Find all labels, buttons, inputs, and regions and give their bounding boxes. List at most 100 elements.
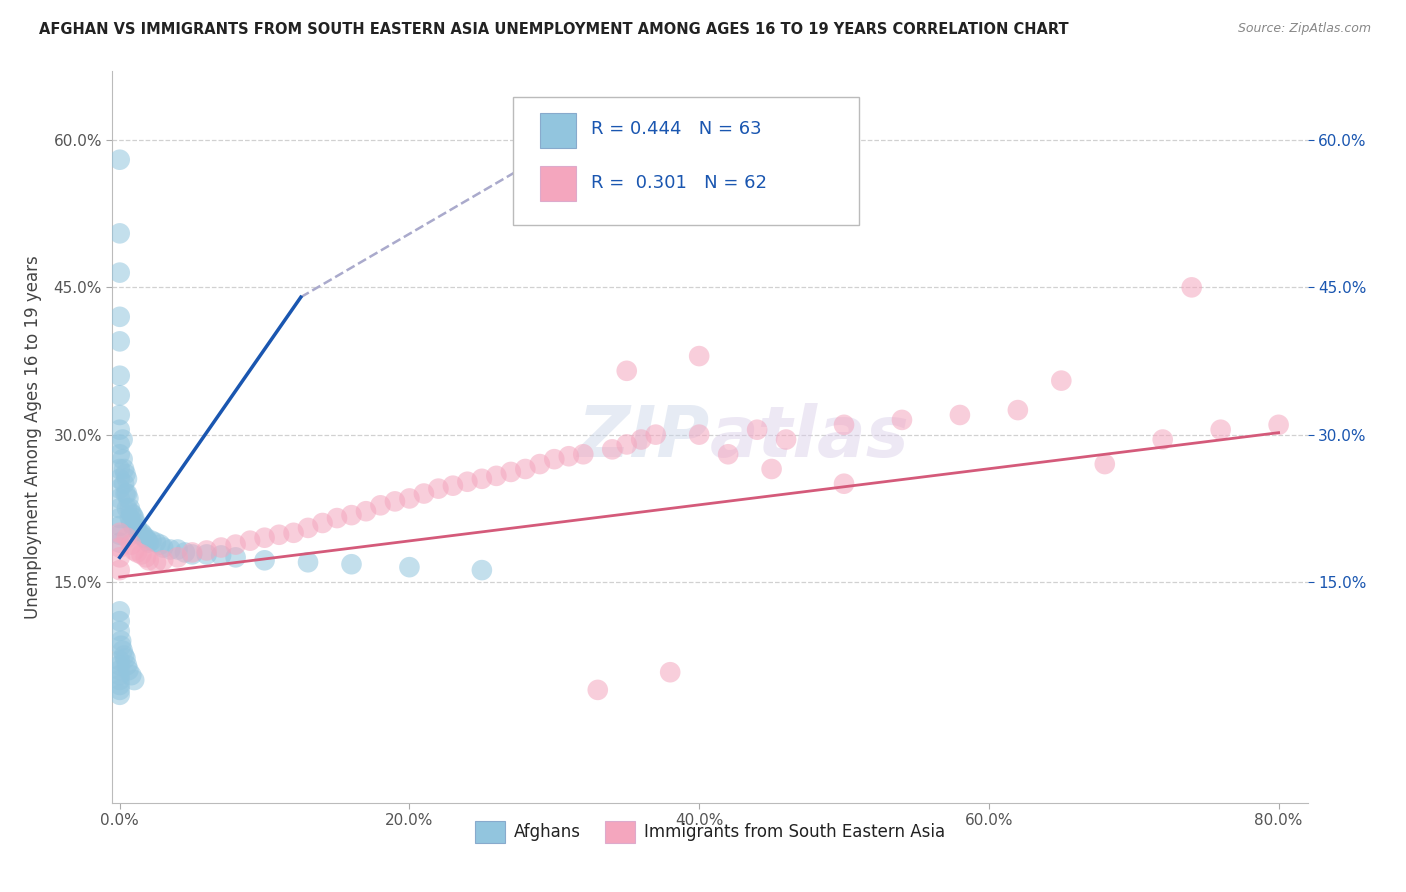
Text: R =  0.301   N = 62: R = 0.301 N = 62 (591, 174, 766, 192)
Point (111, 433, 134, 447)
Point (1267, 417, 1289, 432)
Point (108, 604, 131, 618)
Bar (540, 113, 576, 148)
Point (134, 531, 156, 545)
Point (456, 475, 478, 489)
Point (115, 658, 138, 673)
Point (114, 651, 136, 665)
Point (152, 553, 174, 567)
Point (499, 465, 522, 479)
Point (1152, 433, 1174, 447)
Point (108, 550, 131, 565)
Point (311, 516, 333, 530)
Text: AFGHAN VS IMMIGRANTS FROM SOUTH EASTERN ASIA UNEMPLOYMENT AMONG AGES 16 TO 19 YE: AFGHAN VS IMMIGRANTS FROM SOUTH EASTERN … (39, 22, 1069, 37)
Point (127, 545, 149, 559)
Point (118, 501, 141, 516)
Point (108, 153, 131, 167)
Point (149, 538, 172, 552)
Point (644, 427, 666, 442)
Point (112, 648, 135, 663)
Point (108, 673, 131, 687)
Point (616, 437, 638, 451)
Point (108, 266, 131, 280)
Point (543, 452, 565, 467)
Point (630, 433, 652, 447)
Point (120, 506, 142, 520)
Point (225, 550, 247, 565)
Point (145, 535, 167, 549)
Point (110, 639, 132, 653)
Point (600, 442, 623, 457)
Point (128, 525, 150, 540)
Y-axis label: Unemployment Among Ages 16 to 19 years: Unemployment Among Ages 16 to 19 years (24, 255, 42, 619)
Point (110, 633, 132, 648)
Point (108, 528, 131, 542)
Point (354, 504, 377, 518)
Point (572, 447, 595, 461)
Point (108, 663, 131, 677)
Point (384, 494, 406, 508)
Point (129, 528, 152, 542)
Point (471, 472, 494, 486)
Point (267, 528, 290, 542)
Point (131, 525, 153, 540)
Point (108, 437, 131, 451)
Point (108, 368, 131, 383)
Point (138, 553, 160, 567)
Point (1094, 457, 1116, 471)
Point (108, 541, 131, 555)
Point (297, 521, 319, 535)
Point (108, 462, 131, 476)
Point (586, 682, 609, 697)
Point (108, 447, 131, 461)
Point (111, 643, 134, 657)
Point (152, 541, 174, 555)
Point (108, 653, 131, 667)
FancyBboxPatch shape (513, 97, 859, 225)
Point (131, 548, 153, 562)
Point (1007, 403, 1029, 417)
Point (195, 548, 218, 562)
Point (283, 525, 305, 540)
Point (370, 498, 392, 512)
Point (166, 542, 188, 557)
Point (209, 549, 232, 563)
Point (239, 533, 262, 548)
Point (616, 364, 638, 378)
Point (181, 545, 204, 559)
Point (117, 491, 139, 506)
Point (108, 511, 131, 525)
Point (108, 688, 131, 702)
Point (761, 462, 783, 476)
Point (115, 531, 138, 545)
Bar (540, 166, 576, 201)
Point (122, 511, 145, 525)
Point (181, 548, 204, 562)
Point (120, 538, 142, 552)
Point (108, 563, 131, 577)
Point (108, 501, 131, 516)
Point (225, 538, 247, 552)
Point (108, 472, 131, 486)
Point (135, 531, 157, 545)
Point (145, 555, 167, 569)
Point (124, 516, 146, 530)
Text: ZIP: ZIP (578, 402, 710, 472)
Point (108, 423, 131, 437)
Point (120, 516, 142, 530)
Point (108, 678, 131, 692)
Text: atlas: atlas (710, 402, 910, 472)
Point (141, 533, 163, 548)
Legend: Afghans, Immigrants from South Eastern Asia: Afghans, Immigrants from South Eastern A… (468, 814, 952, 849)
Point (717, 447, 740, 461)
Point (195, 543, 218, 558)
Point (120, 668, 142, 682)
Point (132, 528, 155, 542)
Point (136, 533, 159, 548)
Point (832, 476, 855, 491)
Point (413, 486, 436, 500)
Point (112, 462, 135, 476)
Point (529, 457, 551, 471)
Point (1050, 374, 1073, 388)
Point (112, 476, 135, 491)
